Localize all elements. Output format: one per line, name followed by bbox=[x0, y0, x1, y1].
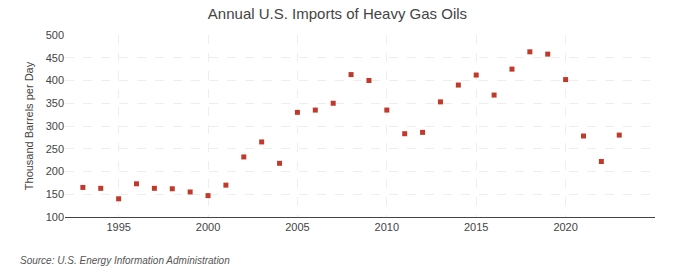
svg-text:2000: 2000 bbox=[196, 221, 220, 233]
svg-text:500: 500 bbox=[46, 29, 64, 41]
svg-text:250: 250 bbox=[46, 143, 64, 155]
svg-text:150: 150 bbox=[46, 188, 64, 200]
svg-text:Annual U.S. Imports of Heavy G: Annual U.S. Imports of Heavy Gas Oils bbox=[208, 5, 467, 22]
svg-text:100: 100 bbox=[46, 211, 64, 223]
svg-text:Source: U.S. Energy Informatio: Source: U.S. Energy Information Administ… bbox=[20, 255, 230, 266]
svg-text:2015: 2015 bbox=[464, 221, 488, 233]
svg-text:2005: 2005 bbox=[285, 221, 309, 233]
svg-text:2020: 2020 bbox=[553, 221, 577, 233]
svg-text:200: 200 bbox=[46, 165, 64, 177]
svg-text:Thousand Barrels per Day: Thousand Barrels per Day bbox=[23, 61, 35, 190]
svg-text:2010: 2010 bbox=[375, 221, 399, 233]
svg-text:1995: 1995 bbox=[106, 221, 130, 233]
svg-text:400: 400 bbox=[46, 74, 64, 86]
svg-text:450: 450 bbox=[46, 52, 64, 64]
svg-text:300: 300 bbox=[46, 120, 64, 132]
svg-text:350: 350 bbox=[46, 97, 64, 109]
